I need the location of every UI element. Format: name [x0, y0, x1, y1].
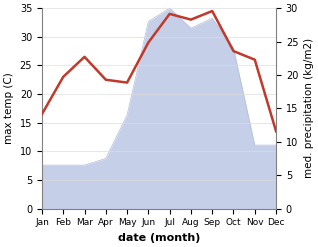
Y-axis label: med. precipitation (kg/m2): med. precipitation (kg/m2): [304, 38, 314, 178]
Y-axis label: max temp (C): max temp (C): [4, 72, 14, 144]
X-axis label: date (month): date (month): [118, 233, 200, 243]
